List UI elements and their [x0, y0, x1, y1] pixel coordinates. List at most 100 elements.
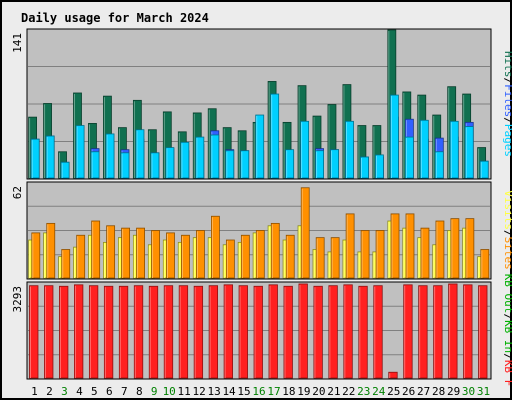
- sites-bar: [315, 237, 325, 279]
- legend: Hits/Files/Pages: [502, 51, 512, 157]
- sites-bar: [345, 213, 355, 279]
- pages-bar: [434, 151, 444, 179]
- x-tick-label: 12: [193, 385, 206, 398]
- sites-bar: [465, 218, 475, 279]
- sites-bar: [435, 220, 445, 279]
- x-tick-label: 23: [357, 385, 370, 398]
- pages-bar: [165, 147, 175, 179]
- x-tick-label: 4: [76, 385, 83, 398]
- pages-bar: [390, 94, 399, 179]
- x-tick-label: 16: [252, 385, 265, 398]
- legend-entry: Sites: [502, 237, 512, 270]
- pages-bar: [300, 120, 310, 179]
- kb-bar: [463, 284, 473, 379]
- sites-bar: [480, 249, 490, 279]
- pages-bar: [315, 150, 324, 179]
- kb-bar: [163, 285, 174, 379]
- kb-bar: [328, 285, 338, 379]
- sites-bar: [151, 230, 160, 279]
- pages-bar: [150, 152, 160, 179]
- kb-bar: [298, 283, 308, 379]
- pages-bar: [135, 129, 145, 179]
- legend-separator: /: [502, 78, 512, 85]
- kb-bar: [103, 285, 114, 379]
- kb-bar: [178, 285, 189, 379]
- kb-bar: [478, 285, 488, 379]
- sites-bar: [360, 230, 370, 279]
- kb-bar: [448, 283, 458, 379]
- kb-bar: [88, 285, 99, 379]
- legend-separator: /: [502, 117, 512, 124]
- x-tick-label: 21: [327, 385, 340, 398]
- pages-bar: [360, 156, 369, 179]
- kb-bar: [193, 285, 204, 379]
- sites-bar: [330, 237, 340, 279]
- kb-bar: [358, 285, 368, 379]
- sites-bar: [211, 215, 220, 279]
- pages-bar: [449, 120, 459, 179]
- sites-bar: [76, 234, 86, 279]
- chart-title: Daily usage for March 2024: [21, 11, 209, 25]
- x-tick-label: 28: [432, 385, 445, 398]
- sites-bar: [166, 232, 175, 279]
- legend-entry: Visits: [502, 190, 512, 230]
- kb-bar: [29, 285, 39, 379]
- sites-bar: [420, 227, 430, 279]
- kb-bar: [433, 285, 443, 379]
- x-tick-label: 2: [46, 385, 53, 398]
- x-tick-label: 13: [207, 385, 220, 398]
- sites-bar: [300, 187, 310, 279]
- sites-bar: [240, 234, 250, 279]
- sites-bar: [225, 239, 235, 279]
- pages-bar: [270, 93, 280, 179]
- pages-bar: [479, 160, 489, 179]
- x-tick-label: 15: [237, 385, 250, 398]
- sites-bar: [91, 220, 101, 279]
- sites-bar: [270, 222, 280, 279]
- x-tick-label: 18: [282, 385, 295, 398]
- sites-bar: [285, 234, 295, 279]
- x-tick-label: 22: [342, 385, 355, 398]
- sites-bar: [31, 232, 41, 279]
- kb-bar: [133, 285, 144, 379]
- kb-bar: [268, 284, 278, 379]
- kb-bar: [253, 285, 263, 379]
- pages-bar: [210, 134, 220, 179]
- x-tick-label: 1: [31, 385, 38, 398]
- sites-bar: [255, 230, 265, 279]
- x-tick-label: 3: [61, 385, 68, 398]
- pages-bar: [285, 149, 295, 179]
- x-tick-label: 27: [417, 385, 430, 398]
- pages-bar: [345, 120, 354, 179]
- pages-bar: [120, 152, 130, 179]
- legend-entry: Files: [502, 84, 512, 117]
- pages-bar: [464, 126, 474, 179]
- pages-bar: [419, 119, 429, 179]
- x-tick-label: 29: [447, 385, 460, 398]
- x-tick-label: 5: [91, 385, 98, 398]
- legend-separator: /: [502, 313, 512, 320]
- kb-bar: [373, 285, 383, 379]
- pages-bar: [255, 114, 265, 179]
- sites-bar: [61, 249, 71, 279]
- legend: KB Out/KB In/KB F: [502, 274, 512, 387]
- x-tick-label: 9: [151, 385, 158, 398]
- pages-bar: [180, 141, 190, 179]
- kb-bar: [118, 285, 129, 379]
- pages-bar: [375, 154, 384, 179]
- y-max-label: 62: [11, 186, 24, 199]
- kb-bar: [208, 285, 219, 379]
- kb-bar: [283, 285, 293, 379]
- kb-bar: [418, 285, 428, 379]
- kb-bar: [388, 371, 398, 379]
- y-max-label: 141: [11, 33, 24, 53]
- sites-bar: [121, 227, 131, 279]
- x-tick-label: 10: [163, 385, 176, 398]
- legend: Visits/Sites: [502, 190, 512, 270]
- kb-bar: [238, 285, 248, 379]
- pages-bar: [195, 136, 205, 179]
- kb-bar: [343, 284, 353, 379]
- x-tick-label: 8: [136, 385, 143, 398]
